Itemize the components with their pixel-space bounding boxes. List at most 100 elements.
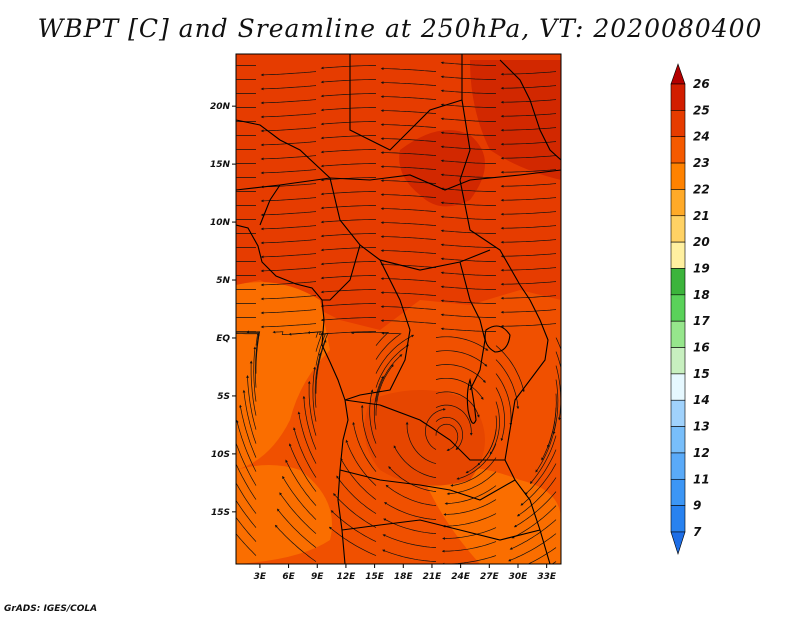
border-nile (499, 59, 561, 161)
colorbar: 26 25 24 23 22 21 20 19 18 17 16 15 14 13 12 11 9 7 (670, 63, 710, 555)
lon-tick-label: 18E (394, 572, 414, 582)
streamline (380, 263, 437, 268)
streamline (440, 285, 496, 290)
lon-tick-label: 3E (254, 572, 267, 582)
streamline (350, 331, 390, 346)
streamline (320, 163, 376, 168)
streamline (279, 492, 317, 534)
streamline (236, 177, 256, 178)
streamline (535, 421, 557, 473)
lat-tick-label: 20N (210, 102, 231, 112)
streamline (236, 289, 256, 290)
streamline (435, 377, 484, 400)
streamline (253, 346, 257, 402)
streamline (293, 427, 317, 478)
streamline (380, 207, 437, 212)
streamline (260, 281, 317, 287)
streamline (465, 429, 497, 474)
streamline (260, 141, 317, 147)
streamline (435, 416, 463, 451)
streamline (440, 257, 496, 262)
streamline (440, 327, 496, 332)
streamline (320, 121, 376, 126)
streamline (320, 261, 376, 266)
streamline (500, 71, 557, 76)
colorbar-label: 18 (693, 288, 710, 302)
streamline (246, 375, 257, 430)
streamline (255, 332, 260, 388)
streamline (242, 389, 257, 444)
streamline (260, 127, 317, 133)
streamline (340, 457, 377, 500)
border-libya-chad (349, 54, 463, 151)
streamline (456, 443, 497, 480)
latitude-axis: 20N 15N 10N 5N EQ 5S 10S 15S (210, 102, 236, 518)
colorbar-swatch (670, 294, 686, 322)
streamline (260, 253, 317, 259)
streamline (236, 233, 256, 234)
streamline (320, 191, 376, 196)
streamline (260, 197, 317, 203)
lon-tick-label: 15E (365, 572, 385, 582)
streamline (511, 505, 557, 539)
colorbar-label: 16 (693, 341, 710, 355)
streamline (260, 309, 317, 315)
lake-victoria (484, 325, 511, 353)
streamline (345, 439, 377, 486)
streamline (382, 549, 437, 562)
colorbar-label: 25 (693, 103, 710, 117)
streamline (375, 331, 402, 360)
streamline (440, 61, 496, 66)
colorbar-label: 9 (693, 499, 701, 513)
streamline (297, 411, 317, 464)
streamline (441, 541, 497, 553)
streamline (380, 95, 437, 100)
streamline (236, 205, 256, 206)
streamline (246, 330, 261, 374)
colorbar-label: 26 (693, 77, 710, 91)
streamline (236, 317, 256, 318)
streamline (555, 337, 561, 351)
lon-tick-label: 30E (509, 572, 529, 582)
wbpt-cool-southwest (236, 465, 332, 564)
colorbar-swatch (670, 110, 686, 138)
streamline (380, 123, 437, 128)
streamline (500, 113, 557, 118)
streamline (385, 484, 437, 506)
chart-title: WBPT [C] and Sreamline at 250hPa, VT: 20… (37, 14, 763, 43)
colorbar-swatch (670, 162, 686, 190)
streamline (320, 303, 376, 308)
streamline (380, 319, 437, 324)
streamline (236, 191, 256, 192)
streamline (440, 89, 496, 94)
streamline (315, 339, 327, 394)
streamline (249, 360, 257, 416)
streamline (260, 113, 317, 119)
streamline (369, 389, 377, 444)
streamline (320, 247, 376, 252)
streamline (435, 364, 486, 383)
colorbar-swatch (670, 83, 686, 111)
streamline (435, 350, 488, 367)
wbpt-cool-west (236, 282, 330, 470)
colorbar-swatch (670, 320, 686, 348)
streamline (260, 295, 317, 301)
lat-tick-label: EQ (216, 334, 230, 344)
streamline (513, 491, 557, 528)
streamline (440, 299, 496, 304)
streamline (435, 336, 489, 351)
streamline (500, 211, 557, 216)
streamline (380, 81, 437, 86)
streamline (260, 169, 317, 175)
colorbar-label: 17 (693, 314, 710, 328)
streamline (236, 149, 256, 150)
colorbar-swatch (670, 136, 686, 164)
streamline (320, 275, 376, 280)
streamline (440, 313, 496, 318)
lat-tick-label: 5S (217, 392, 230, 402)
streamline (380, 137, 437, 142)
map-frame (235, 53, 562, 565)
streamline (289, 443, 317, 492)
grads-credit: GrADS: IGES/COLA (4, 604, 98, 614)
